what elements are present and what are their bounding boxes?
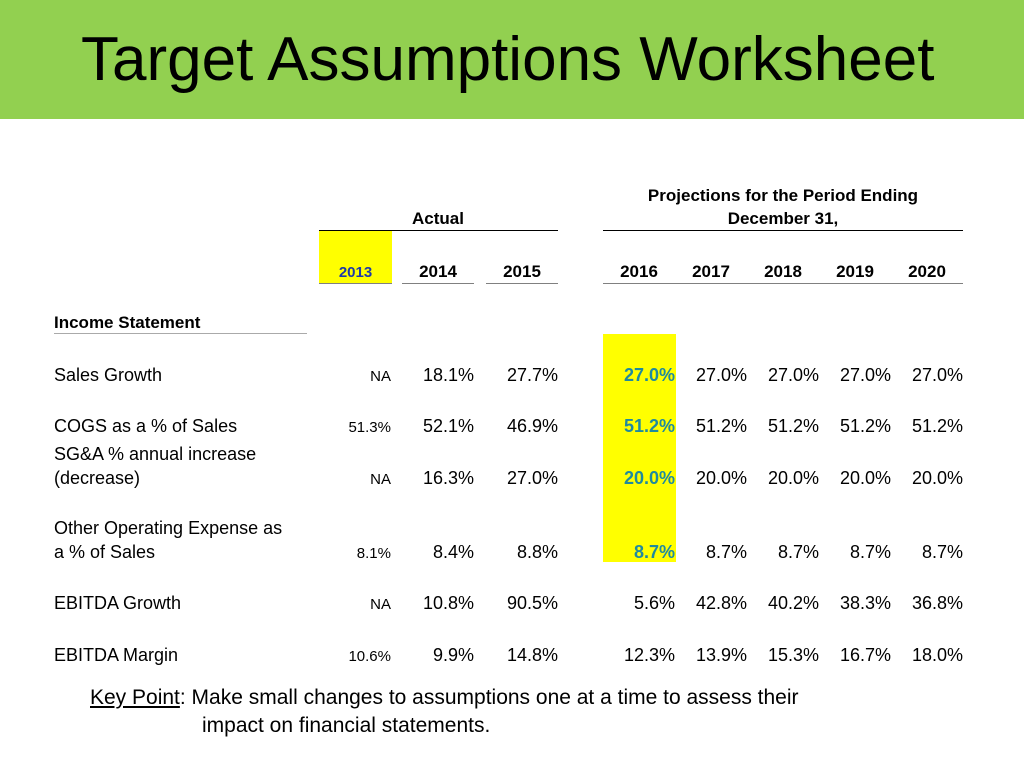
- actual-rule: [319, 230, 558, 231]
- value-ebitda-margin-2020: 18.0%: [911, 645, 963, 665]
- year-2013: 2013: [338, 264, 373, 281]
- row-label-ebitda-growth: EBITDA Growth: [54, 593, 182, 613]
- key-point-label: Key Point: [90, 686, 180, 709]
- value-cogs-2015: 46.9%: [506, 416, 558, 436]
- value-other-opex-2015: 8.8%: [516, 542, 558, 562]
- year-2016: 2016: [620, 262, 658, 281]
- actual-header: Actual: [412, 209, 464, 228]
- value-ebitda-margin-2016: 12.3%: [623, 645, 675, 665]
- value-other-opex-2014: 8.4%: [432, 542, 474, 562]
- value-sales-growth-2020: 27.0%: [911, 365, 963, 385]
- value-cogs-2014: 52.1%: [422, 416, 474, 436]
- value-sga-2015: 27.0%: [506, 468, 558, 488]
- value-ebitda-margin-2018: 15.3%: [767, 645, 819, 665]
- projections-header-line2: December 31,: [727, 209, 839, 228]
- value-sales-growth-2015: 27.7%: [506, 365, 558, 385]
- value-other-opex-2020: 8.7%: [921, 542, 963, 562]
- row-label-sga-line2: (decrease): [54, 468, 141, 488]
- value-sales-growth-2019: 27.0%: [839, 365, 891, 385]
- value-other-opex-2019: 8.7%: [849, 542, 891, 562]
- projections-header-line1: Projections for the Period Ending: [647, 186, 919, 205]
- value-cogs-2017: 51.2%: [695, 416, 747, 436]
- value-other-opex-2016: 8.7%: [633, 542, 675, 562]
- value-sga-2016: 20.0%: [623, 468, 675, 488]
- value-cogs-2018: 51.2%: [767, 416, 819, 436]
- year-2015: 2015: [503, 262, 541, 281]
- year-2020: 2020: [908, 262, 946, 281]
- value-ebitda-margin-2015: 14.8%: [506, 645, 558, 665]
- value-sales-growth-2018: 27.0%: [767, 365, 819, 385]
- year-rule-2013: [319, 283, 392, 284]
- value-sga-2014: 16.3%: [422, 468, 474, 488]
- section-income-statement: Income Statement: [54, 313, 201, 332]
- value-cogs-2016: 51.2%: [623, 416, 675, 436]
- row-label-ebitda-margin: EBITDA Margin: [54, 645, 179, 665]
- value-other-opex-2017: 8.7%: [705, 542, 747, 562]
- value-cogs-2019: 51.2%: [839, 416, 891, 436]
- value-sga-2013: NA: [370, 471, 391, 488]
- year-2014: 2014: [419, 262, 457, 281]
- row-label-sga-line1: SG&A % annual increase: [54, 444, 257, 464]
- value-sga-2018: 20.0%: [767, 468, 819, 488]
- value-sales-growth-2014: 18.1%: [422, 365, 474, 385]
- key-point-text: : Make small changes to assumptions one …: [179, 686, 799, 709]
- key-point: Key Point: Make small changes to assumpt…: [90, 684, 799, 740]
- value-ebitda-growth-2014: 10.8%: [422, 593, 474, 613]
- value-ebitda-growth-2016: 5.6%: [633, 593, 675, 613]
- year-rule-projections: [603, 283, 963, 284]
- value-ebitda-growth-2013: NA: [370, 596, 391, 613]
- row-label-cogs: COGS as a % of Sales: [54, 416, 238, 436]
- section-rule: [54, 333, 307, 334]
- row-label-sales-growth: Sales Growth: [54, 365, 163, 385]
- year-2019: 2019: [836, 262, 874, 281]
- row-label-other-opex-line2: a % of Sales: [54, 542, 156, 562]
- key-point-line1: Key Point: Make small changes to assumpt…: [90, 684, 799, 712]
- value-cogs-2013: 51.3%: [348, 419, 391, 436]
- value-ebitda-growth-2015: 90.5%: [506, 593, 558, 613]
- value-other-opex-2013: 8.1%: [356, 545, 391, 562]
- highlight-2013: [319, 231, 392, 284]
- value-sga-2017: 20.0%: [695, 468, 747, 488]
- value-ebitda-growth-2017: 42.8%: [695, 593, 747, 613]
- value-ebitda-growth-2020: 36.8%: [911, 593, 963, 613]
- value-ebitda-margin-2019: 16.7%: [839, 645, 891, 665]
- value-ebitda-growth-2018: 40.2%: [767, 593, 819, 613]
- title-banner: [0, 0, 1024, 119]
- year-rule-2014: [402, 283, 474, 284]
- page-title: Target Assumptions Worksheet: [81, 25, 935, 94]
- row-label-other-opex-line1: Other Operating Expense as: [54, 518, 283, 538]
- key-point-line2: impact on financial statements.: [202, 714, 491, 737]
- value-sales-growth-2016: 27.0%: [623, 365, 675, 385]
- value-ebitda-growth-2019: 38.3%: [839, 593, 891, 613]
- year-2017: 2017: [692, 262, 730, 281]
- value-sales-growth-2017: 27.0%: [695, 365, 747, 385]
- projections-rule: [603, 230, 963, 231]
- highlight-2016-column: [603, 334, 676, 562]
- value-other-opex-2018: 8.7%: [777, 542, 819, 562]
- value-ebitda-margin-2014: 9.9%: [432, 645, 474, 665]
- value-ebitda-margin-2013: 10.6%: [348, 648, 391, 665]
- year-rule-2015: [486, 283, 558, 284]
- value-ebitda-margin-2017: 13.9%: [695, 645, 747, 665]
- value-sga-2020: 20.0%: [911, 468, 963, 488]
- value-cogs-2020: 51.2%: [911, 416, 963, 436]
- value-sales-growth-2013: NA: [370, 368, 391, 385]
- value-sga-2019: 20.0%: [839, 468, 891, 488]
- year-2018: 2018: [764, 262, 802, 281]
